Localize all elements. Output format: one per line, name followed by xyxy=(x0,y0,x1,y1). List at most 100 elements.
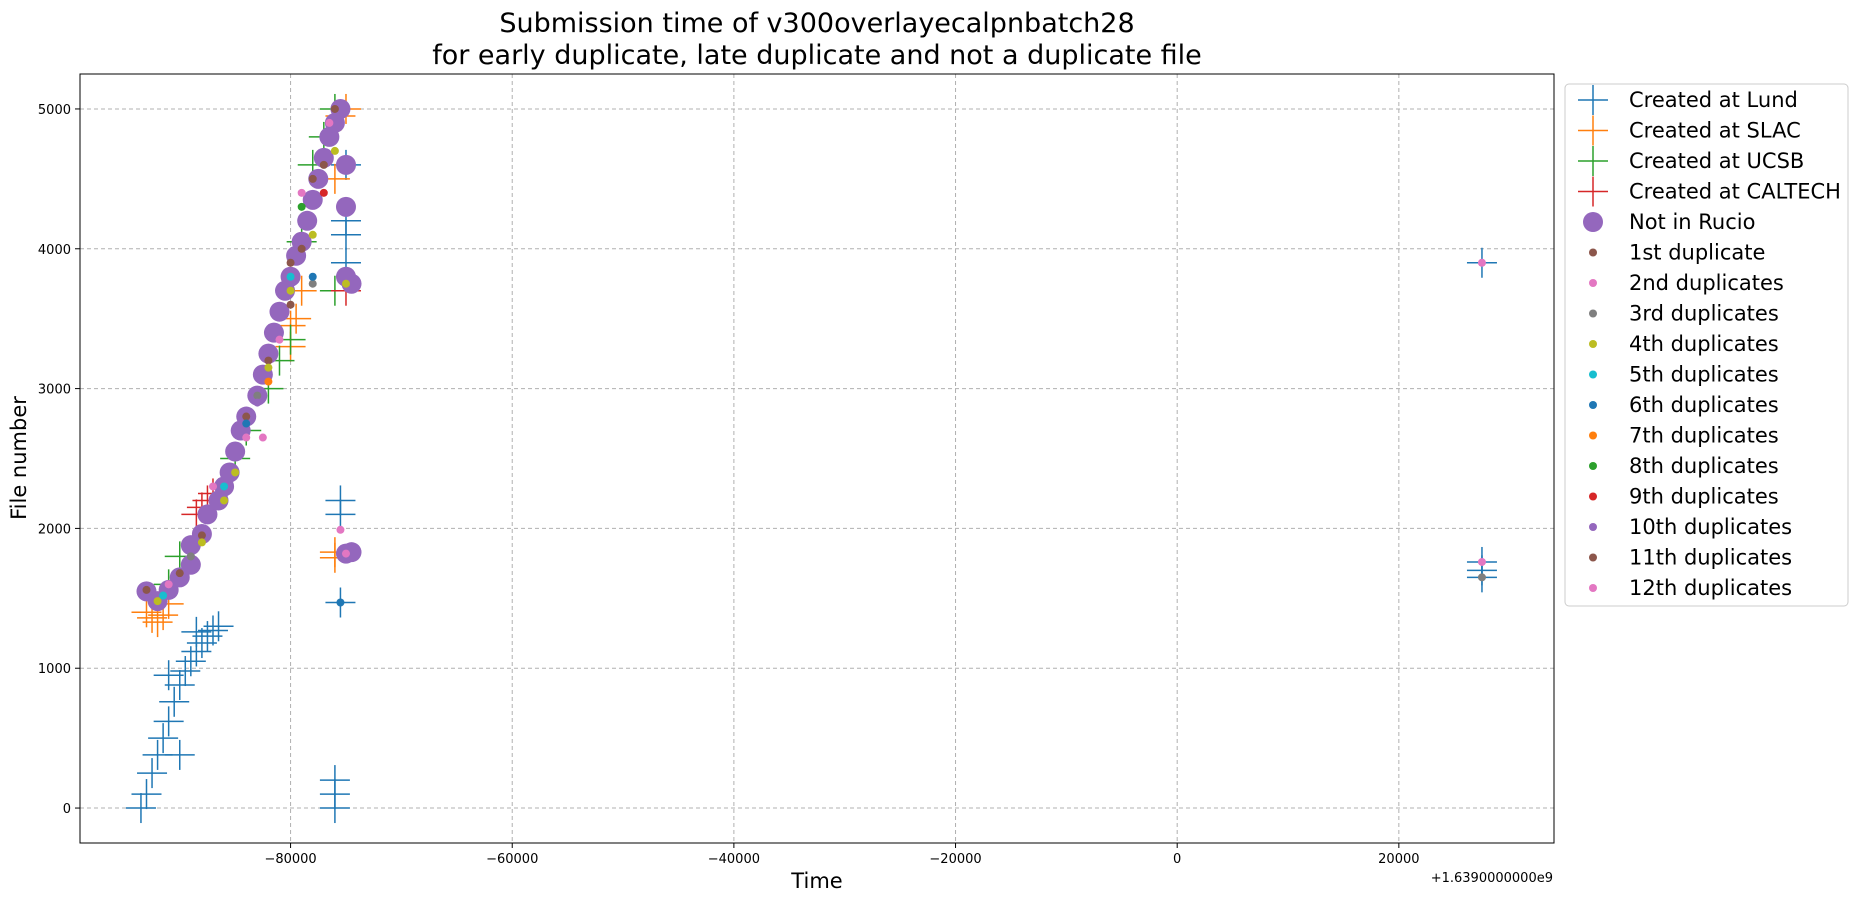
data-point xyxy=(286,258,295,267)
y-tick-label: 3000 xyxy=(38,383,71,398)
legend-marker xyxy=(1578,85,1608,115)
legend-label: Created at SLAC xyxy=(1629,119,1801,143)
y-tick-label: 4000 xyxy=(38,243,71,258)
data-point xyxy=(164,739,195,770)
data-point xyxy=(242,433,251,442)
series-points xyxy=(125,149,1497,824)
legend-label: Created at UCSB xyxy=(1629,149,1804,173)
x-tick-label: −60000 xyxy=(486,852,538,867)
legend-item: 4th duplicates xyxy=(1589,332,1779,356)
data-point xyxy=(336,598,345,607)
legend-label: 3rd duplicates xyxy=(1629,302,1779,326)
data-point xyxy=(258,343,279,364)
legend-marker xyxy=(1589,279,1597,287)
data-point xyxy=(153,660,184,691)
data-point xyxy=(181,616,212,647)
data-point xyxy=(330,146,339,155)
data-point xyxy=(286,272,295,281)
legend-marker xyxy=(1589,370,1597,379)
data-point xyxy=(219,462,240,483)
legend-label: Not in Rucio xyxy=(1629,210,1755,234)
legend-marker xyxy=(1589,462,1597,470)
legend-label: 2nd duplicates xyxy=(1629,271,1784,295)
data-point xyxy=(159,686,190,717)
series-points xyxy=(264,377,273,386)
legend-marker xyxy=(1578,115,1608,146)
data-point xyxy=(325,485,356,516)
data-point xyxy=(142,585,151,594)
data-point xyxy=(319,793,350,824)
legend-label: 5th duplicates xyxy=(1629,363,1779,387)
data-point xyxy=(125,793,156,824)
data-point xyxy=(1477,258,1486,267)
data-point xyxy=(308,174,317,183)
data-point xyxy=(225,441,246,462)
data-point xyxy=(297,202,306,211)
plot-frame xyxy=(79,73,1555,844)
data-point xyxy=(286,300,295,309)
data-points xyxy=(125,93,1497,824)
axis-ticks: −80000 −60000 −40000 −20000 0 20000 0 1000 2000 3… xyxy=(38,103,1420,867)
data-point xyxy=(1477,573,1486,582)
legend-item: Created at Lund xyxy=(1578,85,1798,115)
legend-marker xyxy=(1578,176,1608,207)
x-axis-offset-label: +1.6390000000e9 xyxy=(1431,871,1553,886)
legend-marker xyxy=(1589,523,1597,531)
legend-marker xyxy=(1589,340,1597,348)
series-points xyxy=(319,188,328,197)
series-points xyxy=(159,272,295,600)
legend-marker xyxy=(1589,401,1597,409)
legend-marker xyxy=(1589,431,1597,440)
series-points xyxy=(258,433,267,442)
data-point xyxy=(319,160,328,169)
legend-item: Created at UCSB xyxy=(1578,146,1804,176)
data-point xyxy=(330,98,351,119)
series-points xyxy=(153,146,350,606)
data-point xyxy=(208,482,217,491)
legend-label: 9th duplicates xyxy=(1629,485,1779,509)
x-axis-label: Time xyxy=(790,869,842,893)
data-point xyxy=(175,569,184,578)
legend-item: 7th duplicates xyxy=(1589,424,1779,448)
data-point xyxy=(264,377,273,386)
data-point xyxy=(131,779,162,810)
data-point xyxy=(319,188,328,197)
series-points xyxy=(186,279,1486,582)
x-tick-label: 20000 xyxy=(1378,852,1419,867)
legend-marker xyxy=(1589,309,1597,318)
data-point xyxy=(275,335,284,344)
legend-item: 3rd duplicates xyxy=(1589,302,1779,326)
legend-item: 6th duplicates xyxy=(1589,393,1779,417)
legend-item: Created at CALTECH xyxy=(1578,176,1841,207)
data-point xyxy=(180,554,201,575)
data-point xyxy=(341,549,350,558)
data-point xyxy=(335,154,356,175)
legend-box xyxy=(1564,83,1849,607)
data-point xyxy=(203,611,234,642)
data-point xyxy=(264,356,273,365)
y-tick-label: 5000 xyxy=(38,103,71,118)
data-point xyxy=(269,301,290,322)
data-point xyxy=(148,723,179,754)
legend-marker xyxy=(1589,248,1597,257)
data-point xyxy=(220,482,229,491)
legend-label: 1st duplicate xyxy=(1629,241,1765,265)
y-tick-label: 0 xyxy=(63,802,71,817)
data-point xyxy=(258,433,267,442)
legend-label: 8th duplicates xyxy=(1629,454,1779,478)
data-point xyxy=(308,168,329,189)
data-point xyxy=(253,391,262,400)
data-point xyxy=(297,210,318,231)
data-point xyxy=(313,147,334,168)
data-point xyxy=(153,706,184,737)
data-point xyxy=(186,552,195,561)
legend-marker xyxy=(1589,492,1597,501)
data-point xyxy=(231,468,240,477)
data-point xyxy=(264,363,273,372)
data-point xyxy=(220,496,229,505)
y-tick-label: 1000 xyxy=(38,662,71,677)
y-tick-label: 2000 xyxy=(38,522,71,537)
series-points xyxy=(286,300,295,309)
data-point xyxy=(335,196,356,217)
